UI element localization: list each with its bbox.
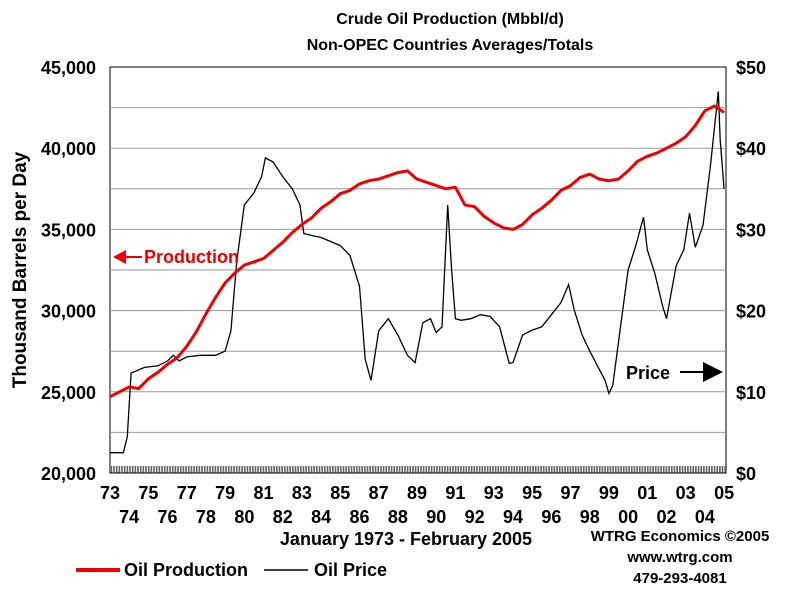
x-tick-label: 95 <box>522 483 542 503</box>
x-tick-label: 05 <box>714 483 734 503</box>
x-axis-ticks <box>109 466 726 473</box>
annotation-price: Price <box>626 362 723 383</box>
y-tick-label: 40,000 <box>41 139 96 159</box>
chart-title: Crude Oil Production (Mbbl/d) <box>336 11 564 28</box>
x-tick-label: 93 <box>484 483 504 503</box>
annotation-production-label: Production <box>144 247 239 267</box>
x-axis-labels: 73 75 77 79 81 83 85 87 89 91 93 95 97 99 01 03 05 74 76 78… <box>100 483 734 527</box>
credit-url: www.wtrg.com <box>627 549 733 566</box>
y-tick-label: 35,000 <box>41 220 96 240</box>
x-tick-label: 88 <box>388 507 408 527</box>
x-tick-label: 89 <box>407 483 427 503</box>
y-axis-label: Thousand Barrels per Day <box>10 151 31 388</box>
credit-phone: 479-293-4081 <box>633 570 727 587</box>
x-tick-label: 81 <box>254 483 274 503</box>
annotation-production: Production <box>113 247 239 267</box>
y2-tick-label: $30 <box>736 220 766 240</box>
x-tick-label: 03 <box>676 483 696 503</box>
y-tick-label: 20,000 <box>41 464 96 484</box>
x-tick-label: 84 <box>311 507 331 527</box>
x-tick-label: 04 <box>695 507 715 527</box>
y-axis-right: $0 $10 $20 $30 $40 $50 <box>736 58 766 484</box>
legend-label-oil-price: Oil Price <box>314 560 387 580</box>
x-tick-label: 80 <box>234 507 254 527</box>
x-tick-label: 90 <box>426 507 446 527</box>
x-tick-label: 79 <box>215 483 235 503</box>
x-tick-label: 02 <box>656 507 676 527</box>
y-axis-left: 20,000 25,000 30,000 35,000 40,000 45,000 <box>41 58 96 484</box>
x-tick-label: 00 <box>618 507 638 527</box>
x-tick-label: 86 <box>349 507 369 527</box>
series-oil-production-line <box>109 104 725 399</box>
grid-lines <box>110 107 726 433</box>
legend: Oil Production Oil Price <box>76 560 387 580</box>
y2-tick-label: $0 <box>736 464 756 484</box>
x-tick-label: 98 <box>580 507 600 527</box>
x-axis-label: January 1973 - February 2005 <box>280 529 532 549</box>
legend-label-oil-production: Oil Production <box>124 560 248 580</box>
x-tick-label: 87 <box>369 483 389 503</box>
x-tick-label: 82 <box>273 507 293 527</box>
x-tick-label: 91 <box>445 483 465 503</box>
y2-tick-label: $50 <box>736 58 766 78</box>
y-tick-label: 25,000 <box>41 383 96 403</box>
x-tick-label: 94 <box>503 507 523 527</box>
y2-tick-label: $40 <box>736 139 766 159</box>
x-tick-label: 99 <box>599 483 619 503</box>
x-tick-label: 85 <box>330 483 350 503</box>
annotation-price-label: Price <box>626 363 670 383</box>
x-tick-label: 78 <box>196 507 216 527</box>
x-tick-label: 96 <box>541 507 561 527</box>
chart-subtitle: Non-OPEC Countries Averages/Totals <box>307 37 594 54</box>
x-tick-label: 97 <box>561 483 581 503</box>
y2-tick-label: $10 <box>736 383 766 403</box>
x-tick-label: 76 <box>158 507 178 527</box>
x-tick-label: 77 <box>177 483 197 503</box>
credit-company: WTRG Economics ©2005 <box>590 528 770 545</box>
y-tick-label: 45,000 <box>41 58 96 78</box>
x-tick-label: 01 <box>637 483 657 503</box>
y-tick-label: 30,000 <box>41 302 96 322</box>
series-oil-price-line <box>110 91 725 454</box>
x-tick-label: 83 <box>292 483 312 503</box>
x-tick-label: 92 <box>465 507 485 527</box>
x-tick-label: 74 <box>119 507 139 527</box>
x-tick-label: 73 <box>100 483 120 503</box>
x-tick-label: 75 <box>138 483 158 503</box>
y2-tick-label: $20 <box>736 302 766 322</box>
